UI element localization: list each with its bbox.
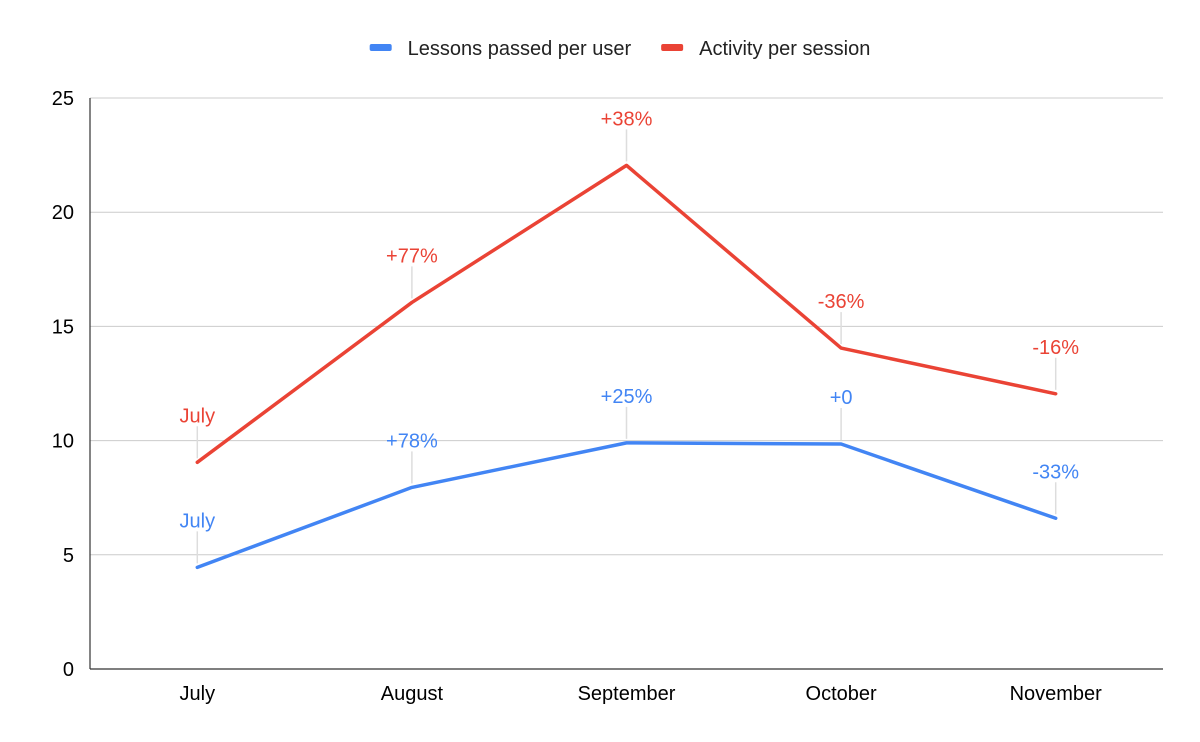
legend-swatch	[661, 44, 684, 51]
data-label: +38%	[601, 108, 653, 130]
y-tick-label: 0	[63, 659, 74, 681]
x-tick-label: July	[180, 683, 216, 705]
data-label: +77%	[386, 245, 438, 267]
data-label: +78%	[386, 430, 438, 452]
x-tick-label: August	[381, 683, 444, 705]
legend-item-1: Activity per session	[661, 38, 870, 60]
legend-label: Lessons passed per user	[408, 38, 632, 60]
series-lines	[195, 163, 1058, 570]
series-line-0	[195, 441, 1058, 570]
axes: 0 5 10 15 20 25 July August September October Nove…	[52, 88, 1163, 705]
y-tick-label: 20	[52, 202, 74, 224]
data-label: -33%	[1032, 461, 1079, 483]
legend-item-0: Lessons passed per user	[369, 38, 632, 60]
y-tick-label: 15	[52, 316, 74, 338]
x-tick-label: September	[578, 683, 676, 705]
data-label: July	[180, 405, 216, 427]
data-label: -16%	[1032, 337, 1079, 359]
y-tick-label: 10	[52, 431, 74, 453]
data-label-leaders	[196, 129, 1057, 564]
data-label: July	[180, 510, 216, 532]
y-tick-label: 5	[63, 545, 74, 567]
data-label: +0	[830, 387, 853, 409]
y-tick-label: 25	[52, 88, 74, 110]
legend-swatch	[369, 44, 392, 51]
series-line-1	[195, 163, 1058, 465]
gridlines	[90, 97, 1163, 556]
x-tick-label: November	[1010, 683, 1103, 705]
legend-label: Activity per session	[699, 38, 870, 60]
data-label: +25%	[601, 386, 653, 408]
data-label: -36%	[818, 291, 865, 313]
data-labels: July +78% +25% +0 -33% July +77% +38% -36% -16%	[180, 108, 1080, 532]
x-tick-label: October	[806, 683, 877, 705]
legend: Lessons passed per user Activity per sess…	[369, 38, 870, 60]
